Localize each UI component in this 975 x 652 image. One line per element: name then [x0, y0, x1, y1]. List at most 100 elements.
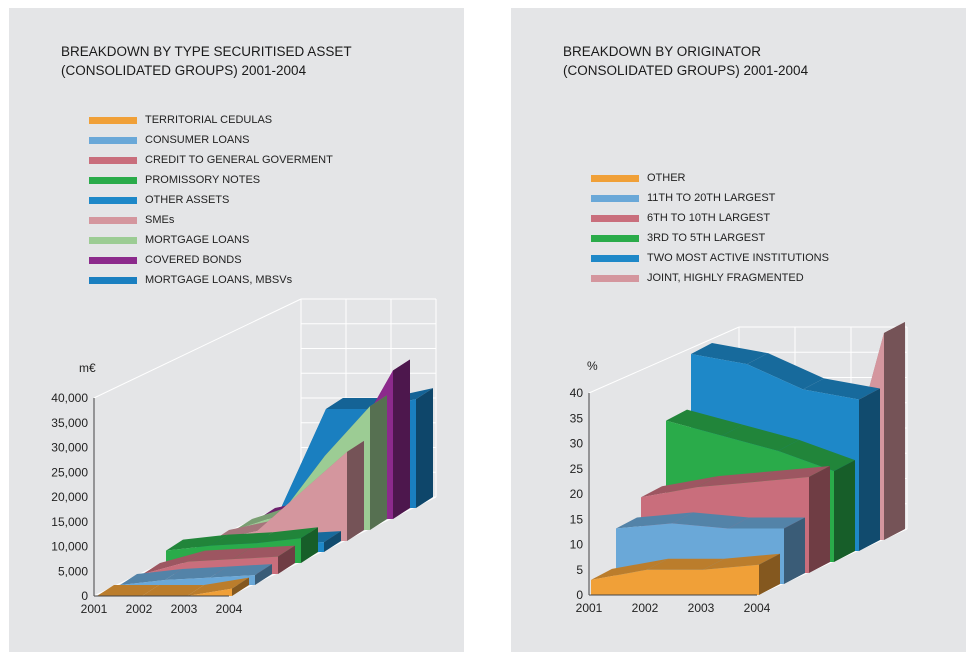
chart-subtitle: (CONSOLIDATED GROUPS) 2001-2004 — [563, 63, 809, 78]
series-top-surface — [803, 378, 880, 400]
series-top-surface — [233, 545, 295, 560]
y-tick-label: 5 — [576, 563, 583, 577]
x-tick-label: 2001 — [576, 601, 603, 615]
series-1 — [591, 553, 780, 595]
y-tick-label: 20,000 — [51, 490, 88, 504]
y-tick-label: 40 — [570, 386, 584, 400]
chart-plot-area: 0 5,000 10,000 15,000 20,000 25,000 30,000 35,0… — [51, 298, 437, 616]
series-area — [212, 451, 347, 541]
legend-label: JOINT, HIGHLY FRAGMENTED — [647, 272, 804, 284]
legend-item: OTHER ASSETS — [89, 190, 333, 210]
series-top-surface — [256, 527, 318, 544]
y-tick-label: 10,000 — [51, 540, 88, 554]
chart-title-line-1: BREAKDOWN BY ORIGINATOR — [563, 44, 762, 59]
legend-item: SMEs — [89, 210, 333, 230]
series-top-surface — [210, 564, 272, 578]
series-top-surface — [691, 343, 768, 365]
legend-label: SMEs — [145, 214, 175, 226]
series-top-surface — [641, 476, 718, 498]
legend-item: 6TH TO 10TH LARGEST — [591, 208, 829, 228]
series-top-surface — [753, 466, 830, 483]
legend-swatch — [89, 116, 137, 124]
legend-swatch — [89, 236, 137, 244]
series-side-face — [278, 545, 295, 574]
legend-item: CONSUMER LOANS — [89, 130, 333, 150]
series-side-face — [784, 517, 805, 584]
series-top-surface — [672, 512, 749, 529]
legend-item: OTHER — [591, 168, 829, 188]
legend-item: 11TH TO 20TH LARGEST — [591, 188, 829, 208]
gridline — [93, 298, 302, 399]
series-top-surface — [97, 585, 159, 596]
legend-label: TWO MOST ACTIVE INSTITUTIONS — [647, 252, 829, 264]
legend-swatch — [89, 256, 137, 264]
x-tick-label: 2004 — [744, 601, 771, 615]
series-top-surface — [188, 548, 250, 562]
legend-swatch — [89, 196, 137, 204]
legend-label: MORTGAGE LOANS — [145, 234, 250, 246]
legend-label: OTHER ASSETS — [145, 194, 230, 206]
legend-label: PROMISSORY NOTES — [145, 174, 261, 186]
series-side-face — [347, 440, 364, 541]
y-tick-label: 5,000 — [58, 564, 88, 578]
series-area — [591, 564, 759, 595]
series-side-face — [255, 564, 272, 585]
legend-item: PROMISSORY NOTES — [89, 170, 333, 190]
y-tick-label: 0 — [576, 588, 583, 602]
series-top-surface — [187, 577, 249, 596]
series-top-surface — [165, 566, 227, 581]
series-top-surface — [143, 550, 205, 574]
chart-title-line-1: BREAKDOWN BY TYPE SECURITISED ASSET — [61, 44, 352, 59]
series-top-surface — [666, 409, 743, 436]
chart-subtitle: (CONSOLIDATED GROUPS) 2001-2004 — [61, 63, 307, 78]
y-tick-label: 10 — [570, 538, 584, 552]
legend-label: 6TH TO 10TH LARGEST — [647, 212, 771, 224]
legend-item: TWO MOST ACTIVE INSTITUTIONS — [591, 248, 829, 268]
y-tick-label: 0 — [81, 589, 88, 603]
y-tick-label: 15 — [570, 512, 584, 526]
x-tick-label: 2001 — [81, 602, 108, 616]
legend-item: COVERED BONDS — [89, 250, 333, 270]
legend-label: 3RD TO 5TH LARGEST — [647, 232, 766, 244]
legend-item: CREDIT TO GENERAL GOVERMENT — [89, 150, 333, 170]
legend-swatch — [89, 176, 137, 184]
series-side-face — [301, 527, 318, 563]
series-side-face — [324, 531, 341, 552]
chart-title: BREAKDOWN BY ORIGINATOR (CONSOLIDATED GR… — [563, 42, 963, 80]
chart-plot-area: 0 5 10 15 20 25 30 35 40% 2001 2002 2003 2004 — [570, 321, 908, 615]
legend-label: TERRITORIAL CEDULAS — [145, 114, 273, 126]
legend-swatch — [591, 194, 639, 202]
y-tick-label: 35 — [570, 411, 584, 425]
legend-swatch — [591, 254, 639, 262]
legend-swatch — [591, 214, 639, 222]
y-tick-label: 20 — [570, 487, 584, 501]
series-side-face — [809, 466, 830, 573]
legend-swatch — [89, 276, 137, 284]
y-tick-label: 30,000 — [51, 441, 88, 455]
series-top-surface — [778, 439, 855, 472]
legend-swatch — [89, 216, 137, 224]
series-side-face — [232, 577, 249, 596]
y-axis-label: % — [587, 359, 598, 373]
y-axis-label: m€ — [79, 361, 96, 375]
series-top-surface — [697, 471, 774, 488]
legend-swatch — [89, 156, 137, 164]
series-top-surface — [120, 569, 182, 585]
series-side-face — [759, 553, 780, 595]
series-6 — [212, 440, 364, 541]
y-tick-label: 40,000 — [51, 391, 88, 405]
chart-legend: OTHER 11TH TO 20TH LARGEST 6TH TO 10TH LAR… — [591, 168, 829, 288]
series-top-surface — [166, 534, 228, 551]
x-tick-label: 2004 — [216, 602, 243, 616]
series-side-face — [859, 388, 880, 551]
legend-item: MORTGAGE LOANS, MBSVs — [89, 270, 333, 290]
chart-panel-originator: BREAKDOWN BY ORIGINATOR (CONSOLIDATED GR… — [511, 8, 966, 652]
legend-label: OTHER — [647, 172, 686, 184]
legend-label: CONSUMER LOANS — [145, 134, 250, 146]
gridline — [588, 326, 740, 394]
x-tick-label: 2003 — [171, 602, 198, 616]
series-top-surface — [211, 532, 273, 546]
legend-item: MORTGAGE LOANS — [89, 230, 333, 250]
legend-label: CREDIT TO GENERAL GOVERMENT — [145, 154, 333, 166]
series-top-surface — [722, 424, 799, 451]
